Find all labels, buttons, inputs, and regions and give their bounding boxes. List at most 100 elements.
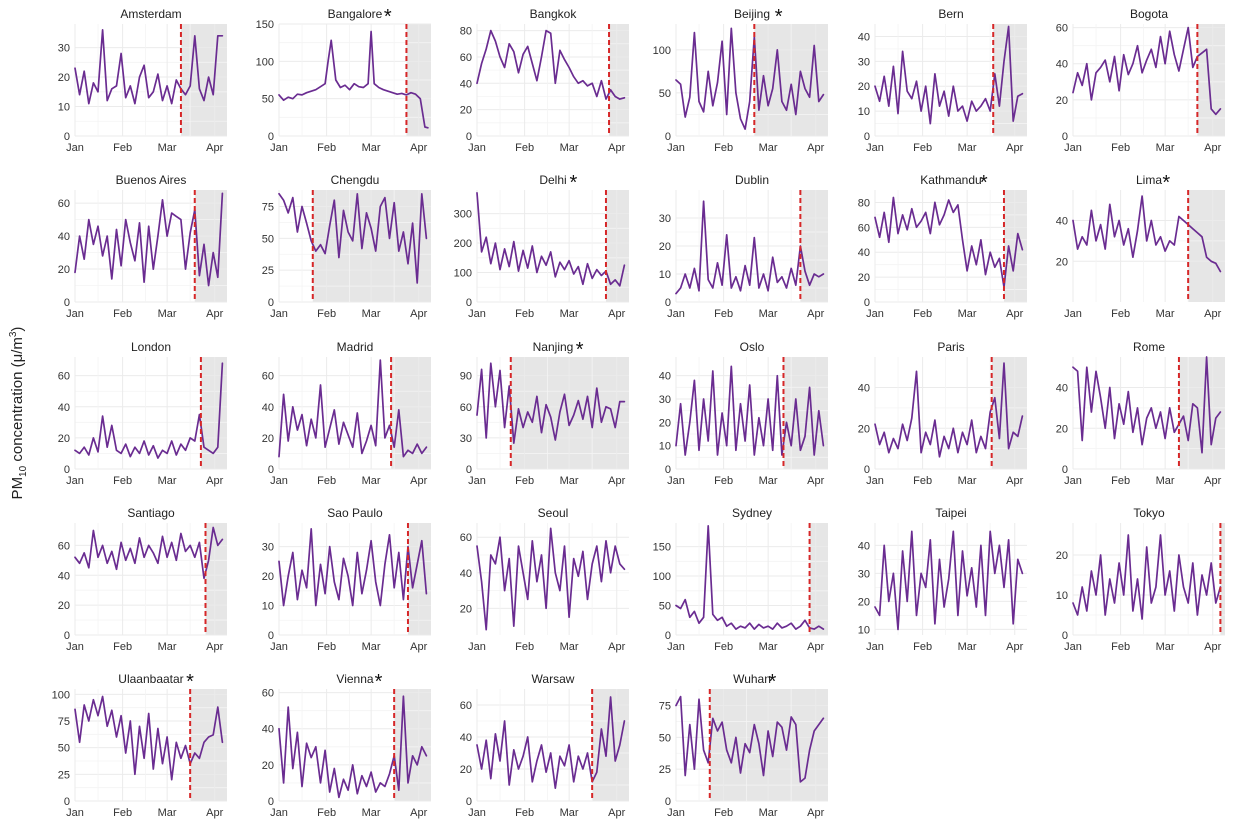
panel-wuhan: Wuhan* 0 25 50 75 Jan Feb Mar Apr	[659, 671, 828, 819]
pm10-series-line	[675, 525, 825, 630]
y-tick-label: 50	[58, 743, 70, 755]
x-tick-label: Mar	[560, 308, 579, 320]
x-tick-label: Jan	[866, 475, 884, 487]
y-axis-title-part: PM	[9, 477, 26, 500]
x-tick-label: Mar	[560, 142, 579, 154]
y-tick-label: 40	[1056, 383, 1068, 395]
y-tick-label: 60	[262, 371, 274, 383]
x-tick-label: Feb	[714, 475, 733, 487]
x-tick-label: Feb	[714, 641, 733, 653]
panel-title: London	[131, 340, 171, 354]
x-tick-label: Mar	[362, 475, 381, 487]
x-tick-label: Apr	[1006, 142, 1023, 154]
x-tick-label: Apr	[1204, 308, 1221, 320]
y-tick-label: 10	[858, 624, 870, 636]
x-tick-label: Feb	[317, 142, 336, 154]
panel-tokyo: Tokyo 0 10 20 Jan Feb Mar Apr	[1056, 506, 1225, 653]
pm10-series-line	[278, 30, 429, 129]
x-tick-label: Mar	[560, 475, 579, 487]
x-tick-label: Feb	[1111, 142, 1130, 154]
x-tick-label: Feb	[113, 807, 132, 819]
y-tick-label: 60	[58, 371, 70, 383]
panel-title: Warsaw	[532, 672, 575, 686]
y-axis-title-subscript: 10	[18, 465, 29, 477]
panel-title: Beijing	[734, 7, 770, 21]
y-tick-label: 30	[659, 394, 671, 406]
panel-nanjing: Nanjing * 0 30 60 90 Jan Feb Mar Apr	[460, 339, 629, 487]
y-tick-label: 30	[858, 568, 870, 580]
x-tick-label: Mar	[759, 807, 778, 819]
panel-title: Wuhan	[733, 672, 771, 686]
panel-title: Taipei	[935, 506, 966, 520]
y-tick-label: 60	[262, 688, 274, 700]
y-tick-label: 60	[460, 52, 472, 64]
x-tick-label: Jan	[468, 142, 486, 154]
x-tick-label: Mar	[158, 308, 177, 320]
y-tick-label: 0	[864, 297, 870, 309]
x-tick-label: Jan	[66, 475, 84, 487]
y-tick-label: 20	[58, 433, 70, 445]
x-tick-label: Apr	[807, 142, 824, 154]
x-tick-label: Feb	[913, 641, 932, 653]
y-tick-label: 60	[460, 532, 472, 544]
y-tick-label: 0	[864, 464, 870, 476]
pm10-series-line	[1072, 195, 1222, 273]
y-tick-label: 60	[460, 700, 472, 712]
x-tick-label: Feb	[515, 308, 534, 320]
x-tick-label: Jan	[1064, 142, 1082, 154]
panel-rome: Rome 0 20 40 Jan Feb Mar Apr	[1056, 340, 1225, 487]
x-tick-label: Jan	[66, 807, 84, 819]
panel-beijing: Beijing * 0 50 100 Jan Feb Mar Apr	[653, 6, 828, 154]
x-tick-label: Apr	[206, 807, 223, 819]
y-tick-label: 80	[460, 26, 472, 38]
x-tick-label: Feb	[317, 308, 336, 320]
pm10-series-line	[1072, 26, 1222, 116]
x-tick-label: Feb	[113, 142, 132, 154]
x-tick-label: Mar	[958, 142, 977, 154]
pm10-series-line	[476, 696, 626, 790]
y-tick-label: 80	[858, 197, 870, 209]
lockdown-shade	[407, 523, 431, 635]
y-tick-label: 50	[659, 88, 671, 100]
x-tick-label: Apr	[410, 475, 427, 487]
y-tick-label: 40	[262, 402, 274, 414]
pm10-series-line	[874, 362, 1024, 458]
x-tick-label: Jan	[1064, 475, 1082, 487]
x-tick-label: Mar	[158, 641, 177, 653]
y-tick-label: 20	[1056, 423, 1068, 435]
y-tick-label: 0	[466, 297, 472, 309]
y-tick-label: 60	[58, 198, 70, 210]
y-tick-label: 0	[864, 131, 870, 143]
y-tick-label: 60	[58, 540, 70, 552]
panel-title: Dublin	[735, 173, 769, 187]
x-tick-label: Jan	[866, 142, 884, 154]
panel-title: Delhi	[539, 173, 566, 187]
x-tick-label: Mar	[362, 142, 381, 154]
panel-madrid: Madrid 0 20 40 60 Jan Feb Mar Apr	[262, 340, 431, 487]
x-tick-label: Apr	[410, 807, 427, 819]
panel-title: Madrid	[337, 340, 374, 354]
y-tick-label: 30	[58, 43, 70, 55]
panel-sao-paulo: Sao Paulo 0 10 20 30 Jan Feb Mar Apr	[262, 506, 431, 653]
pm10-series-line	[74, 192, 224, 287]
lockdown-shade	[709, 689, 828, 801]
y-tick-label: 150	[653, 542, 671, 554]
y-tick-label: 10	[58, 102, 70, 114]
y-tick-label: 20	[1056, 550, 1068, 562]
y-tick-label: 0	[665, 796, 671, 808]
panel-bangalore: Bangalore * 0 50 100 150 Jan Feb Mar Apr	[256, 6, 431, 154]
y-tick-label: 20	[659, 241, 671, 253]
x-tick-label: Mar	[362, 308, 381, 320]
y-tick-label: 60	[858, 222, 870, 234]
x-tick-label: Apr	[1204, 641, 1221, 653]
panel-oslo: Oslo 0 10 20 30 40 Jan Feb Mar Apr	[659, 340, 828, 487]
panel-title: Sao Paulo	[327, 506, 383, 520]
x-tick-label: Apr	[410, 142, 427, 154]
y-tick-label: 40	[858, 540, 870, 552]
y-tick-label: 40	[262, 724, 274, 736]
x-tick-label: Feb	[913, 475, 932, 487]
y-tick-label: 20	[58, 600, 70, 612]
x-tick-label: Jan	[270, 308, 288, 320]
y-tick-label: 25	[659, 764, 671, 776]
significance-asterisk: *	[186, 671, 194, 693]
